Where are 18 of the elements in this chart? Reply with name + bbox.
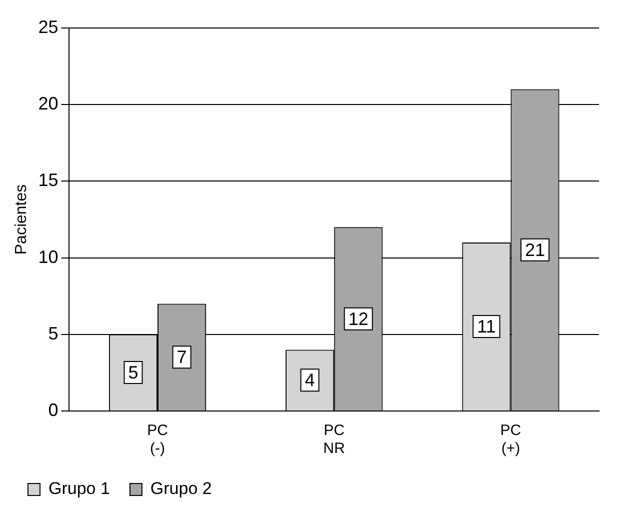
y-tick-label: 0 (48, 400, 58, 420)
data-label: 4 (304, 370, 315, 390)
legend-label: Grupo 2 (150, 479, 212, 498)
data-label: 12 (348, 308, 368, 329)
data-label: 5 (128, 362, 138, 382)
data-label: 7 (176, 347, 187, 368)
y-tick-label: 5 (48, 323, 58, 344)
y-tick-label: 15 (38, 170, 58, 190)
data-label: 21 (524, 240, 545, 260)
y-tick-label: 10 (38, 246, 58, 267)
data-label: 11 (477, 316, 496, 336)
x-tick-label: PC NR (323, 422, 346, 458)
x-tick-label: PC (+) (500, 422, 522, 458)
y-tick-label: 20 (38, 94, 58, 114)
y-axis-title: Pacientes (13, 184, 30, 255)
y-tick-label: 25 (38, 16, 58, 37)
x-tick-label: PC (-) (147, 422, 168, 458)
legend-label: Grupo 1 (48, 479, 110, 498)
